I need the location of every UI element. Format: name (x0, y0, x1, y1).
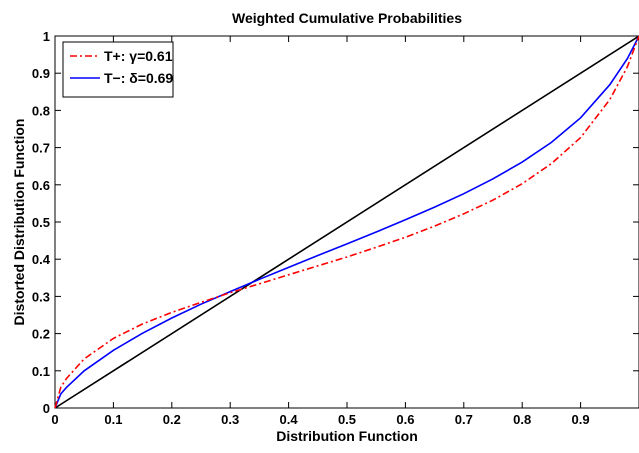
legend-box (62, 41, 174, 98)
identity-line (54, 35, 639, 409)
x-tick-group: 0 0.1 0.2 0.3 0.4 0.5 0.6 0.7 0.8 0.9 (51, 36, 590, 427)
chart-title: Weighted Cumulative Probabilities (232, 10, 462, 26)
y-tick-label: 0.1 (32, 364, 50, 379)
series-group (54, 35, 639, 409)
y-tick-label: 0.6 (32, 178, 50, 193)
x-tick-label: 0.4 (280, 412, 299, 427)
series-t-minus-line (54, 35, 639, 409)
legend-label: T−: δ=0.69 (104, 70, 173, 86)
y-tick-label: 0.4 (32, 252, 51, 267)
y-tick-label: 0.2 (32, 327, 50, 342)
y-tick-label: 0.7 (32, 141, 50, 156)
y-tick-label: 0.9 (32, 66, 50, 81)
x-tick-label: 0.1 (104, 412, 122, 427)
y-tick-label: 1 (43, 29, 50, 44)
x-tick-label: 0.6 (396, 412, 414, 427)
x-tick-label: 0.5 (338, 412, 356, 427)
series-t-plus-line (54, 35, 639, 409)
y-tick-group: 0 0.1 0.2 0.3 0.4 0.5 0.6 0.7 0.8 0.9 1 (32, 29, 639, 416)
x-tick-label: 0.2 (163, 412, 181, 427)
y-axis-label: Distorted Distribution Function (11, 119, 27, 326)
y-tick-label: 0 (43, 401, 50, 416)
y-tick-label: 0.8 (32, 103, 50, 118)
x-tick-label: 0 (51, 412, 58, 427)
legend: T+: γ=0.61 T−: δ=0.69 (62, 41, 174, 98)
x-tick-label: 0.3 (221, 412, 239, 427)
x-tick-label: 0.7 (455, 412, 473, 427)
y-tick-label: 0.5 (32, 215, 50, 230)
x-axis-label: Distribution Function (276, 428, 418, 444)
x-tick-label: 0.8 (513, 412, 531, 427)
y-tick-label: 0.3 (32, 289, 50, 304)
legend-label: T+: γ=0.61 (104, 48, 173, 64)
x-tick-label: 0.9 (572, 412, 590, 427)
